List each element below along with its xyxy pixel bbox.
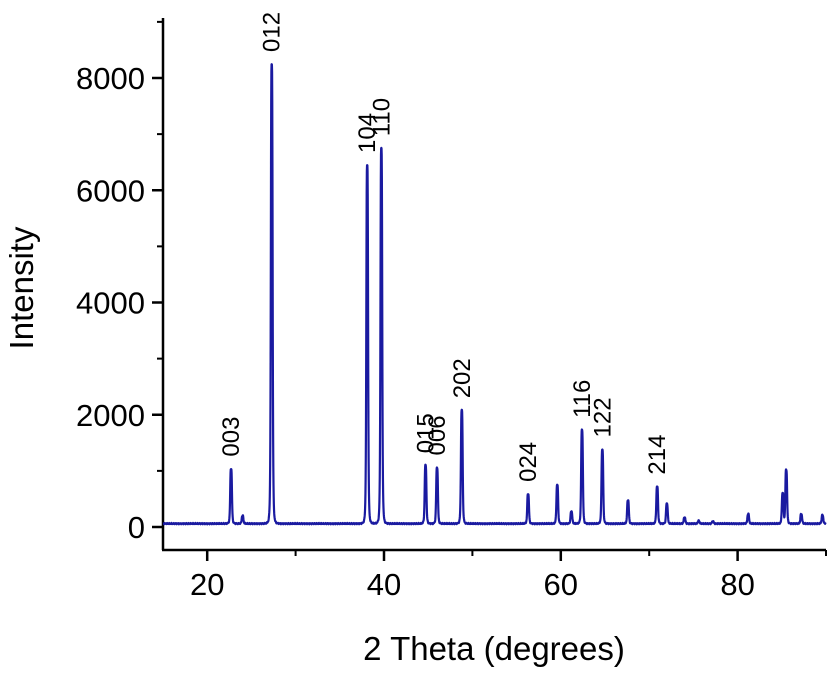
series-line (162, 63, 827, 526)
y-tick-label: 0 (128, 510, 145, 545)
peak-label-104: 104 (354, 113, 381, 153)
peak-label-024: 024 (515, 442, 542, 482)
peak-label-116: 116 (569, 380, 596, 418)
peak-label-110: 110 (368, 98, 395, 136)
ticks (152, 20, 827, 561)
y-axis-title: Intensity (3, 226, 40, 349)
x-axis-title: 2 Theta (degrees) (363, 630, 625, 667)
x-tick-label: 80 (720, 567, 754, 602)
peak-label-214: 214 (644, 435, 671, 475)
y-tick-label: 2000 (76, 398, 145, 433)
peak-label-003: 003 (218, 417, 245, 457)
peak-label-015: 015 (413, 413, 440, 453)
peak-label-006: 006 (424, 415, 451, 455)
x-tick-label: 40 (367, 567, 401, 602)
tick-labels: 20 40 60 80 0 2000 4000 6000 8000 (76, 61, 755, 602)
x-tick-label: 60 (544, 567, 578, 602)
peak-label-012: 012 (259, 12, 286, 52)
x-tick-label: 20 (190, 567, 224, 602)
peak-label-122: 122 (589, 397, 616, 437)
y-tick-label: 8000 (76, 61, 145, 96)
peak-label-202: 202 (449, 358, 476, 398)
y-tick-label: 6000 (76, 173, 145, 208)
axes (161, 18, 826, 552)
y-tick-label: 4000 (76, 286, 145, 321)
